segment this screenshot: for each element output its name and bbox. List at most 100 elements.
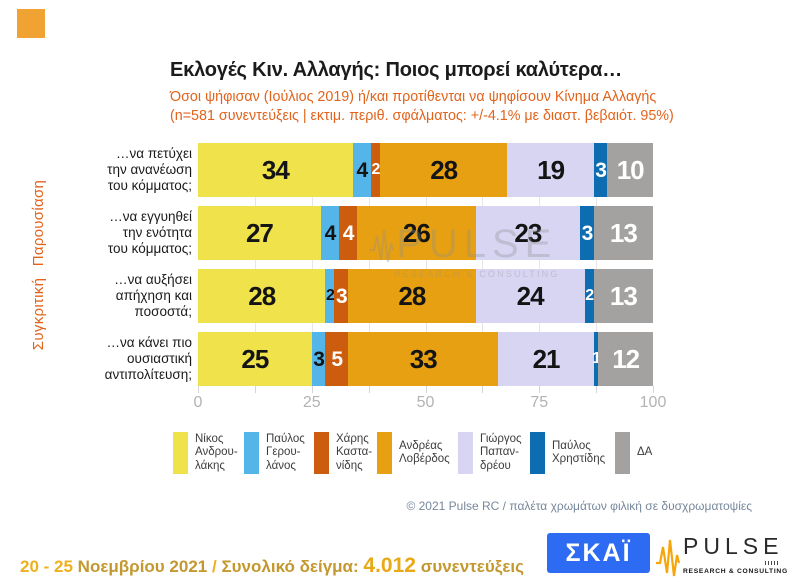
legend-swatch xyxy=(458,432,473,474)
x-tick xyxy=(198,386,199,393)
survey-date-month: Νοεμβρίου 2021 xyxy=(77,557,208,576)
bar-segment: 2 xyxy=(584,269,594,323)
segment-value: 33 xyxy=(409,344,438,374)
pulse-logo-text: PULSE xyxy=(683,533,784,559)
legend-item: Γιώργος Παπαν- δρέου xyxy=(458,432,522,474)
survey-date-line: 20 - 25 Νοεμβρίου 2021 / Συνολικό δείγμα… xyxy=(20,554,524,578)
bar-segment: 13 xyxy=(593,269,653,323)
legend-swatch xyxy=(244,432,259,474)
bar-segment: 1 xyxy=(592,332,601,386)
legend-swatch xyxy=(173,432,188,474)
bar-segment: 19 xyxy=(507,143,594,197)
segment-value: 23 xyxy=(514,218,542,248)
segment-value: 4 xyxy=(356,158,368,182)
segment-value: 28 xyxy=(248,281,276,311)
row-label: …να κάνει πιο ουσιαστική αντιπολίτευση; xyxy=(104,335,192,382)
bar-segment: 33 xyxy=(348,332,499,386)
x-tick xyxy=(539,386,541,393)
x-tick xyxy=(368,386,370,393)
x-tick xyxy=(254,386,256,393)
gridline xyxy=(254,143,256,385)
segment-value: 24 xyxy=(516,281,545,311)
skai-logo: ΣΚΑΪ xyxy=(547,533,650,573)
legend-label: Νίκος Ανδρου- λάκης xyxy=(195,433,238,472)
bar-segment: 12 xyxy=(598,332,653,386)
bar-segment: 5 xyxy=(325,332,349,386)
segment-value: 12 xyxy=(612,344,640,374)
segment-value: 25 xyxy=(241,344,269,374)
skai-logo-text: ΣΚΑΪ xyxy=(565,538,632,567)
bar-row: 27 4 4 26 23 3 13 xyxy=(198,206,653,260)
legend-label: Γιώργος Παπαν- δρέου xyxy=(480,433,522,472)
x-tick xyxy=(653,386,654,393)
segment-value: 34 xyxy=(261,155,290,185)
bar-row: 25 3 5 33 21 1 12 xyxy=(198,332,653,386)
x-tick xyxy=(425,386,427,393)
bar-row: 34 4 2 28 19 3 10 xyxy=(198,143,653,197)
segment-value: 3 xyxy=(313,347,325,371)
separator: / xyxy=(211,557,217,576)
segment-value: 1 xyxy=(592,350,601,367)
bar-segment: 28 xyxy=(198,269,326,323)
pulse-barcode-icon xyxy=(765,561,780,565)
survey-date-range: 20 - 25 xyxy=(20,557,73,576)
segment-value: 28 xyxy=(430,155,458,185)
segment-value: 2 xyxy=(371,161,380,178)
segment-value: 4 xyxy=(342,221,355,245)
bar-segment: 28 xyxy=(379,143,508,197)
segment-value: 13 xyxy=(609,281,638,311)
segment-value: 19 xyxy=(537,155,565,185)
bar-segment: 21 xyxy=(498,332,594,386)
bar-segment: 2 xyxy=(325,269,335,323)
gridline xyxy=(596,143,598,385)
segment-value: 3 xyxy=(335,284,348,308)
legend-swatch xyxy=(615,432,630,474)
legend-label: Παύλος Χρηστίδης xyxy=(552,439,606,465)
segment-value: 4 xyxy=(324,221,337,245)
legend-label: Χάρης Καστα- νίδης xyxy=(336,433,373,472)
category-labels: …να πετύχει την ανανέωση του κόμματος; …ν… xyxy=(30,143,192,385)
segment-value: 10 xyxy=(616,155,645,185)
legend-item: Παύλος Γερου- λάνος xyxy=(244,432,305,474)
bar-segment: 2 xyxy=(370,143,380,197)
x-axis-ticks xyxy=(198,386,654,393)
bar-segment: 3 xyxy=(593,143,608,197)
legend-label: Παύλος Γερου- λάνος xyxy=(266,433,305,472)
legend-item: Ανδρέας Λοβέρδος xyxy=(377,432,450,474)
bar-segment: 34 xyxy=(198,143,353,197)
stacked-bar-plot: 34 4 2 28 19 3 10 27 4 4 26 23 3 13 28 2 3 28 24 2 13 25 3 5 33 2… xyxy=(198,143,653,386)
sample-value: 4.012 xyxy=(363,554,416,577)
row-label: …να αυξήσει απήχηση και ποσοστά; xyxy=(114,272,192,319)
x-tick-label: 25 xyxy=(302,394,321,411)
segment-value: 2 xyxy=(585,287,594,304)
bar-segment: 3 xyxy=(311,332,326,386)
x-tick-label: 0 xyxy=(193,394,203,411)
bar-row: 28 2 3 28 24 2 13 xyxy=(198,269,653,323)
bar-segment: 24 xyxy=(475,269,585,323)
legend-item: ΔΑ xyxy=(615,432,652,474)
sample-unit: συνεντεύξεις xyxy=(420,557,524,576)
bar-segment: 4 xyxy=(320,206,340,260)
x-tick-label: 75 xyxy=(530,394,549,411)
gridline xyxy=(482,143,484,385)
legend-label: ΔΑ xyxy=(637,446,653,459)
segment-value: 5 xyxy=(331,347,343,371)
bar-segment: 27 xyxy=(198,206,321,260)
x-tick-label: 50 xyxy=(416,394,435,411)
bar-segment: 23 xyxy=(475,206,581,260)
pulse-logo: PULSE RESEARCH & CONSULTING xyxy=(655,532,787,580)
bar-segment: 28 xyxy=(348,269,476,323)
bar-segment: 4 xyxy=(352,143,371,197)
segment-value: 28 xyxy=(398,281,426,311)
segment-value: 2 xyxy=(325,287,335,304)
bar-segment: 10 xyxy=(607,143,653,197)
corner-accent-square xyxy=(17,9,45,38)
bar-segment: 4 xyxy=(339,206,358,260)
segment-value: 13 xyxy=(609,218,638,248)
segment-value: 3 xyxy=(595,158,607,182)
gridline xyxy=(311,143,313,385)
legend-swatch xyxy=(314,432,329,474)
legend: Νίκος Ανδρου- λάκης Παύλος Γερου- λάνος Χά… xyxy=(173,432,733,482)
x-tick xyxy=(482,386,484,393)
